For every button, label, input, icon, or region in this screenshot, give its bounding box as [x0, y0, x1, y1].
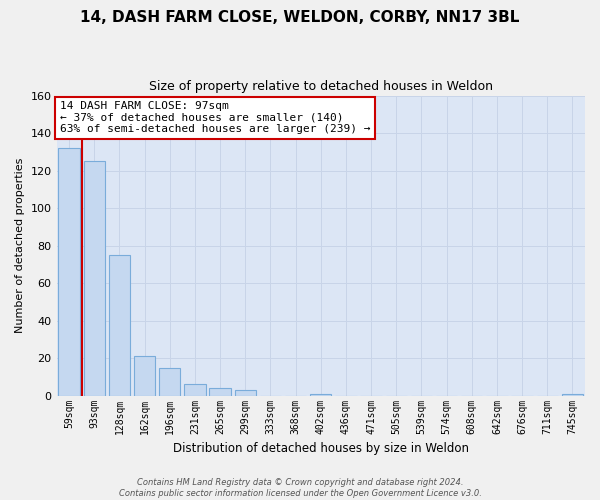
Text: Contains HM Land Registry data © Crown copyright and database right 2024.
Contai: Contains HM Land Registry data © Crown c… — [119, 478, 481, 498]
Bar — [134, 356, 155, 396]
Bar — [58, 148, 80, 396]
Text: 14, DASH FARM CLOSE, WELDON, CORBY, NN17 3BL: 14, DASH FARM CLOSE, WELDON, CORBY, NN17… — [80, 10, 520, 25]
Bar — [83, 161, 105, 396]
Y-axis label: Number of detached properties: Number of detached properties — [15, 158, 25, 334]
Bar — [109, 255, 130, 396]
Bar — [235, 390, 256, 396]
Text: 14 DASH FARM CLOSE: 97sqm
← 37% of detached houses are smaller (140)
63% of semi: 14 DASH FARM CLOSE: 97sqm ← 37% of detac… — [59, 101, 370, 134]
Title: Size of property relative to detached houses in Weldon: Size of property relative to detached ho… — [149, 80, 493, 93]
Bar — [310, 394, 331, 396]
Bar — [209, 388, 231, 396]
Bar — [159, 368, 181, 396]
Bar — [562, 394, 583, 396]
Bar — [184, 384, 206, 396]
X-axis label: Distribution of detached houses by size in Weldon: Distribution of detached houses by size … — [173, 442, 469, 455]
